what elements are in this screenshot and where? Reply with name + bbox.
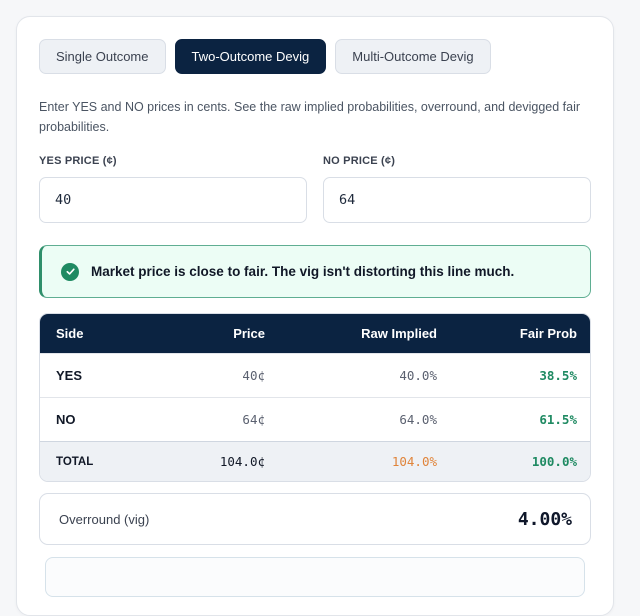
row-price: 40¢ <box>242 368 265 383</box>
row-fair-prob: 38.5% <box>539 368 577 383</box>
tab-two-outcome-devig[interactable]: Two-Outcome Devig <box>174 39 327 74</box>
no-price-label: NO PRICE (¢) <box>323 155 396 167</box>
total-price: 104.0¢ <box>219 454 265 469</box>
table-total-row: TOTAL 104.0¢ 104.0% 100.0% <box>40 441 590 481</box>
row-side: YES <box>56 368 83 383</box>
check-circle-icon <box>61 262 79 281</box>
yes-price-input[interactable] <box>39 177 307 223</box>
total-label: TOTAL <box>56 455 94 468</box>
overround-stat: Overround (vig) 4.00% <box>39 493 591 545</box>
total-raw-implied: 104.0% <box>391 454 437 469</box>
total-fair-prob: 100.0% <box>531 454 577 469</box>
header-price: Price <box>233 326 265 341</box>
table-row: NO 64¢ 64.0% 61.5% <box>40 397 590 441</box>
row-price: 64¢ <box>242 412 265 427</box>
header-raw-implied: Raw Implied <box>361 326 437 341</box>
next-section-box <box>45 557 585 597</box>
fair-price-alert: Market price is close to fair. The vig i… <box>39 245 591 298</box>
yes-price-label: YES PRICE (¢) <box>39 155 117 167</box>
description-text: Enter YES and NO prices in cents. See th… <box>39 100 581 134</box>
table-row: YES 40¢ 40.0% 38.5% <box>40 353 590 397</box>
devig-calculator-card: Single Outcome Two-Outcome Devig Multi-O… <box>16 16 614 616</box>
overround-label: Overround (vig) <box>59 511 150 527</box>
row-side: NO <box>56 412 76 427</box>
devig-table: Side Price Raw Implied Fair Prob YES 40¢… <box>39 313 591 482</box>
overround-value: 4.00% <box>517 508 572 530</box>
row-fair-prob: 61.5% <box>539 412 577 427</box>
no-price-input[interactable] <box>323 177 591 223</box>
row-raw-implied: 64.0% <box>399 412 437 427</box>
mode-tabs: Single Outcome Two-Outcome Devig Multi-O… <box>39 39 491 74</box>
header-side: Side <box>56 326 84 341</box>
row-raw-implied: 40.0% <box>399 368 437 383</box>
tab-multi-outcome-devig[interactable]: Multi-Outcome Devig <box>335 39 491 74</box>
header-fair-prob: Fair Prob <box>519 326 577 341</box>
table-header-row: Side Price Raw Implied Fair Prob <box>40 314 590 353</box>
alert-message: Market price is close to fair. The vig i… <box>91 264 515 279</box>
tab-single-outcome[interactable]: Single Outcome <box>39 39 166 74</box>
